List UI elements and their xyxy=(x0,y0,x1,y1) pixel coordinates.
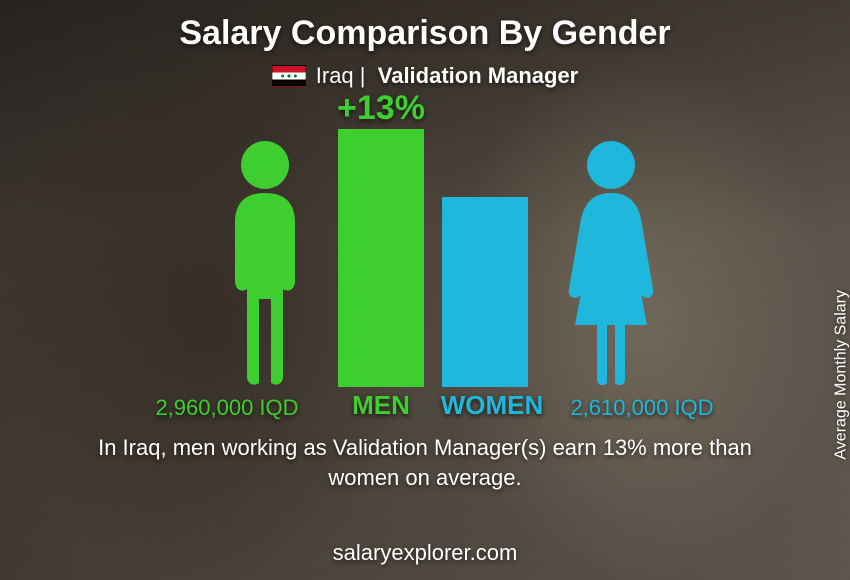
female-icon xyxy=(551,139,671,387)
page-title: Salary Comparison By Gender xyxy=(0,0,850,53)
subtitle-text: Iraq | Validation Manager xyxy=(316,63,579,89)
y-axis-label: Average Monthly Salary xyxy=(833,290,850,460)
men-label: MEN xyxy=(352,390,410,421)
caption-text: In Iraq, men working as Validation Manag… xyxy=(0,427,850,492)
country-name: Iraq xyxy=(316,63,354,88)
job-title: Validation Manager xyxy=(378,63,579,88)
subtitle-row: Iraq | Validation Manager xyxy=(0,63,850,89)
iraq-flag-icon xyxy=(272,65,306,87)
men-pct-diff: +13% xyxy=(337,89,425,128)
women-amount: 2,610,000 IQD xyxy=(570,395,713,421)
brand-footer: salaryexplorer.com xyxy=(0,540,850,566)
separator: | xyxy=(360,63,366,88)
male-icon xyxy=(205,139,325,387)
women-label: WOMEN xyxy=(441,390,544,421)
women-bar xyxy=(442,197,528,387)
men-amount: 2,960,000 IQD xyxy=(155,395,298,421)
comparison-chart: +13% 2,960,000 IQD MEN WOMEN 2,610,000 I… xyxy=(0,97,850,427)
men-bar xyxy=(338,129,424,387)
